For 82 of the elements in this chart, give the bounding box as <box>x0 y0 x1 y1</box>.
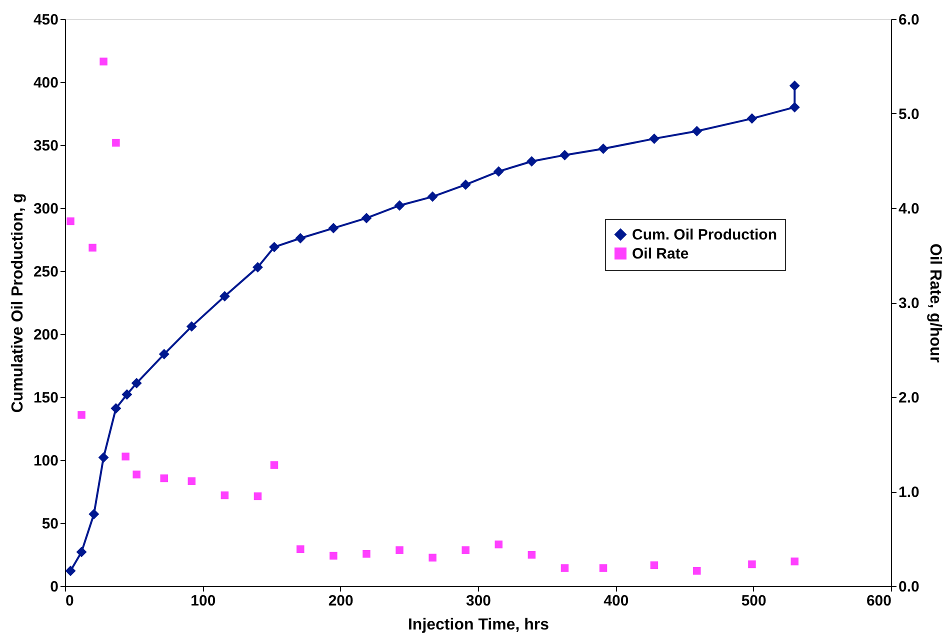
y2-tick-label: 3.0 <box>898 295 920 312</box>
point <box>88 508 100 520</box>
y-tick-label: 200 <box>33 326 58 344</box>
point <box>394 200 405 211</box>
point <box>789 80 800 92</box>
point <box>494 540 503 548</box>
point <box>559 150 570 160</box>
x-tick-label: 500 <box>741 592 766 610</box>
point <box>460 179 471 190</box>
y-axis-title: Cumulative Oil Production, g <box>9 193 26 413</box>
y2-tick-label: 4.0 <box>898 200 920 218</box>
y2-axis-title: Oil Rate, g/hour <box>926 243 944 363</box>
point <box>648 133 660 144</box>
point <box>269 242 280 252</box>
point <box>122 389 132 400</box>
point <box>219 290 230 302</box>
point <box>362 550 370 558</box>
x-axis-title: Injection Time, hrs <box>408 616 550 634</box>
point <box>65 566 76 576</box>
point <box>462 546 470 554</box>
point <box>328 222 339 234</box>
point <box>88 244 96 252</box>
y-tick-label: 350 <box>33 138 58 154</box>
y-tick-label: 450 <box>33 12 58 28</box>
point <box>76 546 87 558</box>
legend-label: Oil Rate <box>632 246 689 262</box>
y2-tick-label: 2.0 <box>898 390 920 406</box>
point <box>122 452 130 460</box>
point <box>100 58 108 66</box>
y-tick-label: 0 <box>50 578 58 596</box>
point <box>160 474 168 482</box>
point <box>526 156 537 167</box>
point <box>296 545 304 554</box>
point <box>131 378 142 388</box>
point <box>110 403 122 414</box>
legend-label: Cum. Oil Production <box>632 226 777 244</box>
point <box>650 561 658 570</box>
point <box>427 191 438 202</box>
point <box>789 102 800 112</box>
point <box>361 212 372 224</box>
y-tick-label: 100 <box>33 452 58 470</box>
x-tick-label: 100 <box>190 592 216 610</box>
point <box>254 492 262 500</box>
y-tick-label: 300 <box>33 200 58 218</box>
point <box>112 138 120 147</box>
x-tick-label: 600 <box>866 592 892 610</box>
x-tick-label: 0 <box>66 592 74 610</box>
y-tick-label: 150 <box>33 390 58 406</box>
point <box>270 461 278 469</box>
point <box>98 452 109 463</box>
point <box>158 348 170 360</box>
point <box>132 470 140 478</box>
point <box>330 552 338 560</box>
point <box>396 546 404 554</box>
point <box>78 411 86 419</box>
y2-tick-label: 5.0 <box>898 106 920 123</box>
point <box>790 558 799 566</box>
point <box>599 564 608 572</box>
x-tick-label: 300 <box>466 592 492 610</box>
y-tick-label: 400 <box>33 74 58 92</box>
point <box>66 217 74 226</box>
point <box>295 232 306 244</box>
point <box>746 113 758 124</box>
y2-tick-label: 6.0 <box>898 12 920 28</box>
y2-tick-label: 0.0 <box>898 578 920 596</box>
point <box>188 477 196 485</box>
point <box>186 321 197 332</box>
point <box>252 262 263 272</box>
y2-tick-label: 1.0 <box>898 484 920 501</box>
x-tick-label: 200 <box>328 592 354 610</box>
point <box>528 550 536 559</box>
point <box>220 491 229 500</box>
point <box>560 564 569 572</box>
point <box>598 144 609 154</box>
point <box>493 166 504 177</box>
y-tick-label: 250 <box>33 264 58 280</box>
x-tick-label: 400 <box>604 592 629 610</box>
point <box>693 567 701 575</box>
point <box>428 554 436 562</box>
point <box>692 126 702 136</box>
y-tick-label: 50 <box>42 516 58 532</box>
point <box>748 560 756 568</box>
